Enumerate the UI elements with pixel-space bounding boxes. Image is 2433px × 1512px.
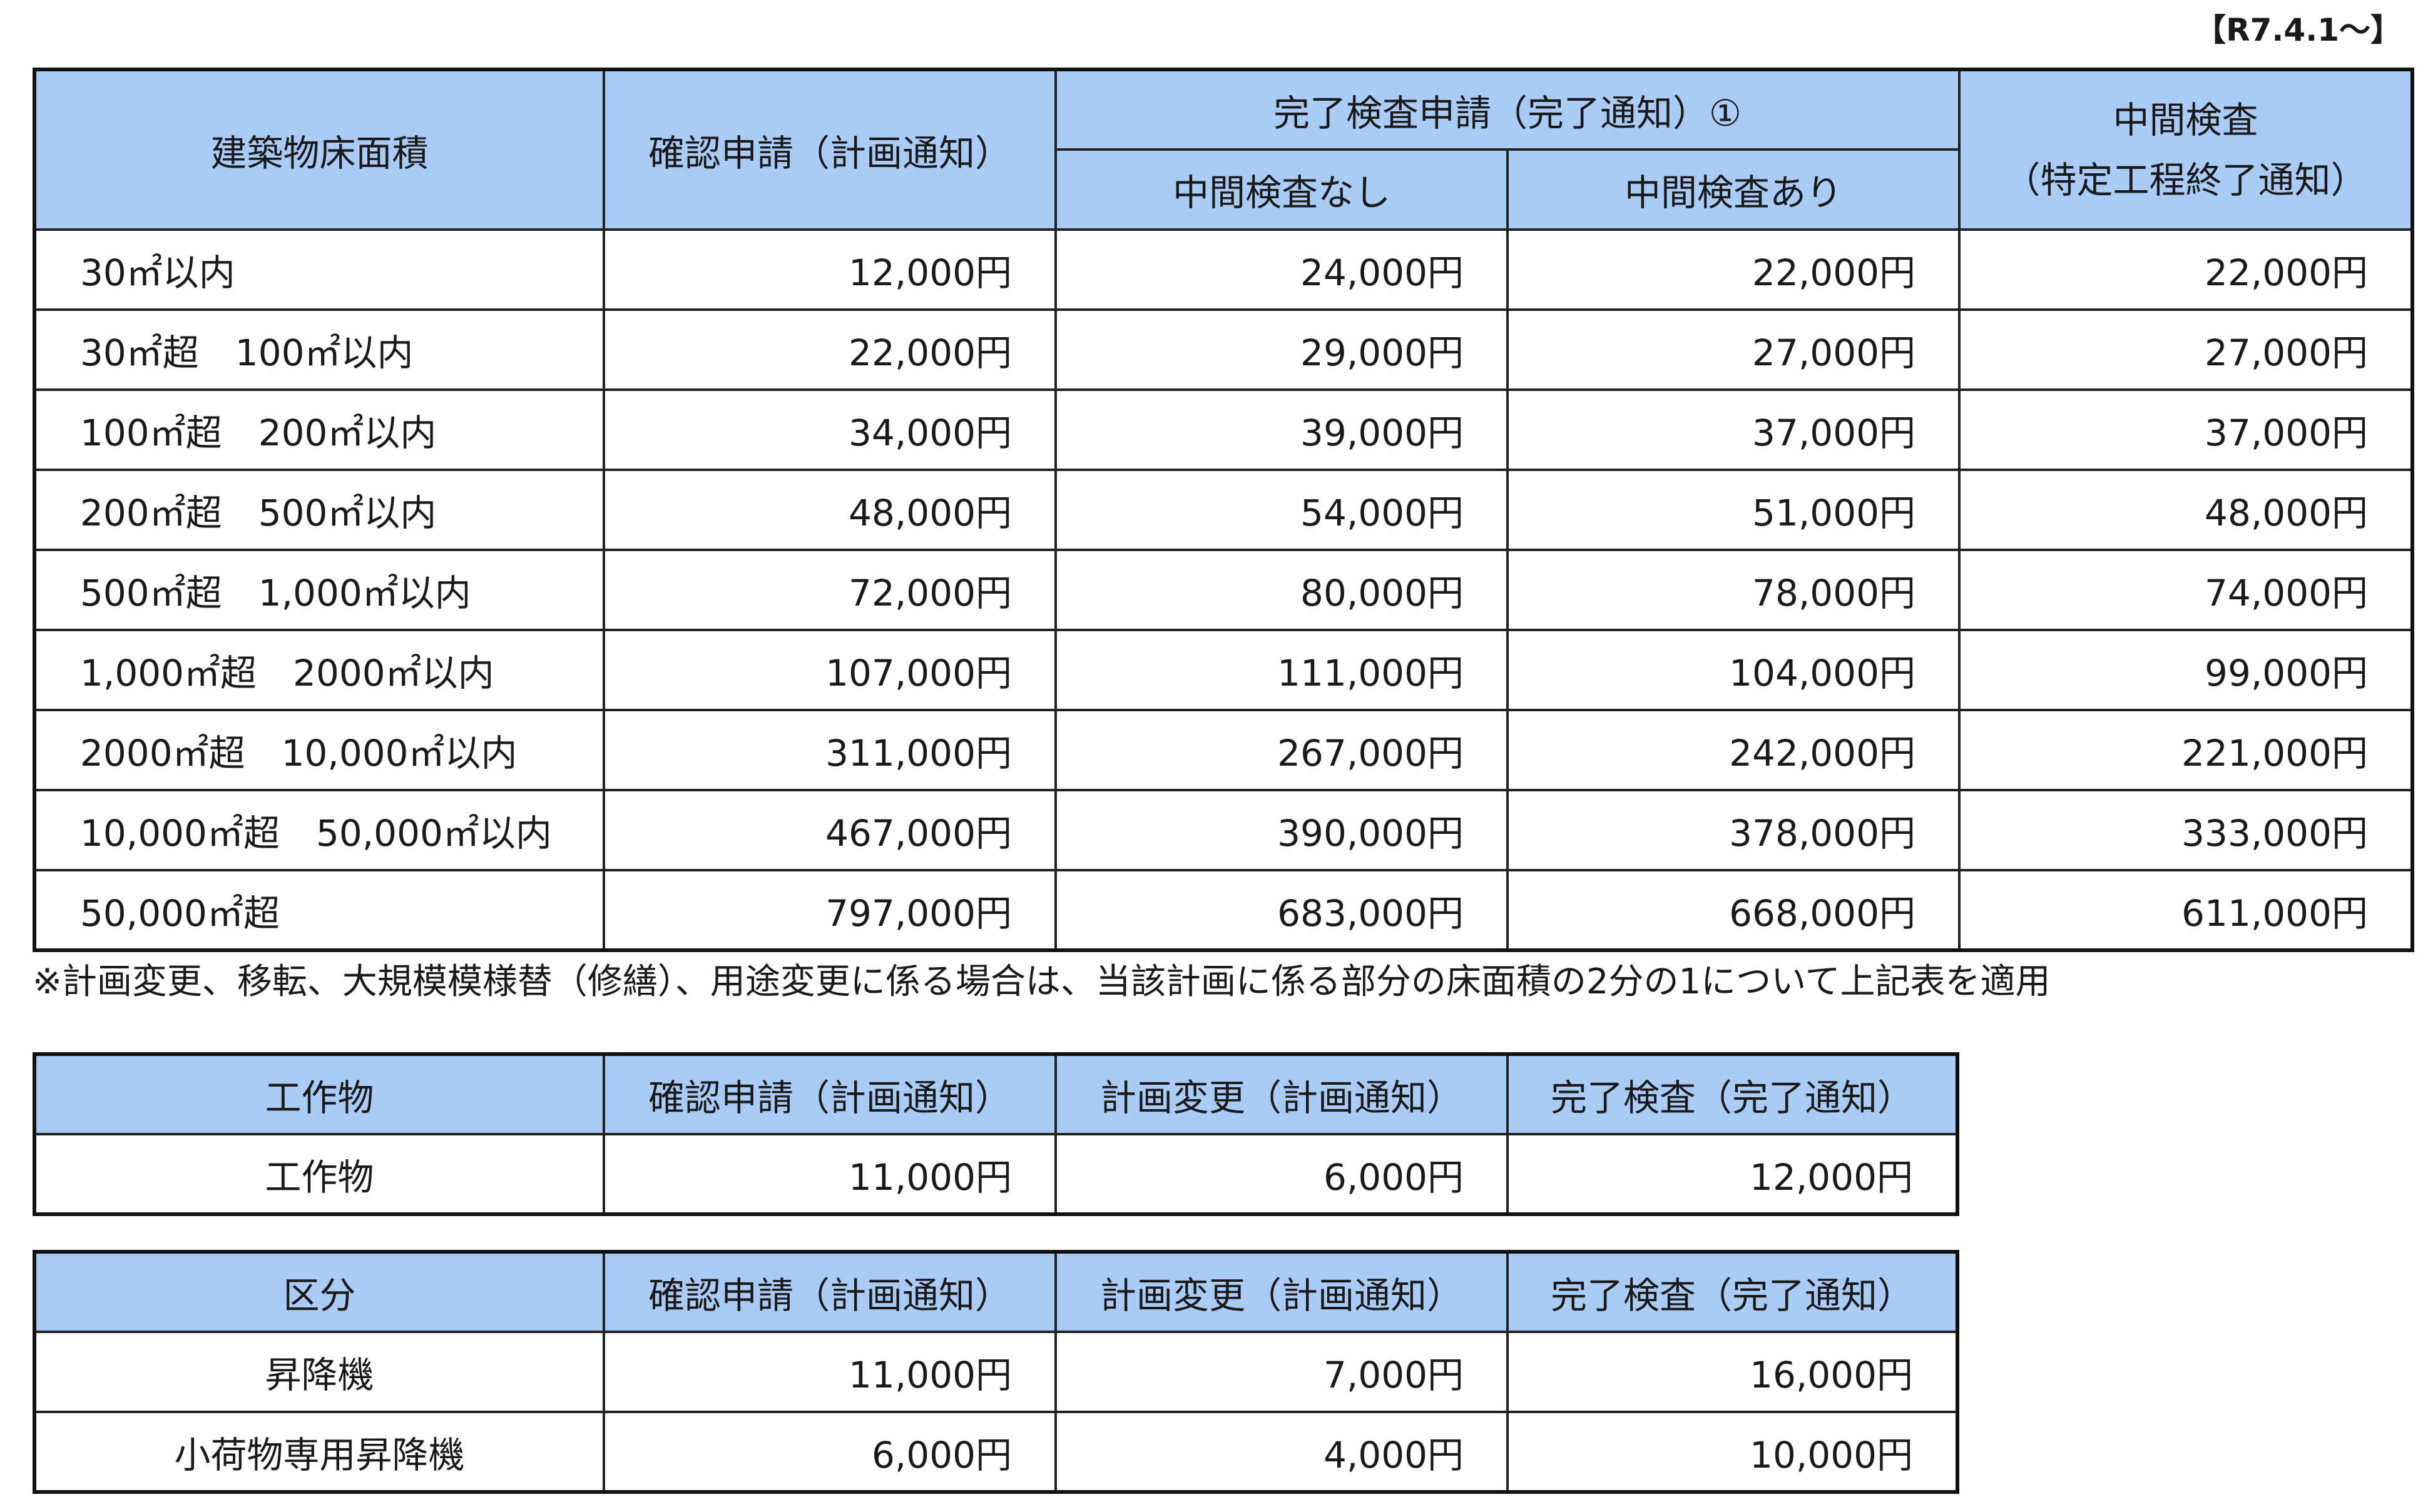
table-row: 100㎡超 200㎡以内 34,000円 39,000円 37,000円 37,000円 <box>33 388 2414 471</box>
table-row: 2000㎡超 10,000㎡以内 311,000円 267,000円 242,000円… <box>33 709 2414 791</box>
table-row: 50,000㎡超 797,000円 683,000円 668,000円 611,000円 <box>33 869 2414 951</box>
completion-no-interim-fee-cell: 80,000円 <box>1054 549 1509 631</box>
completion-no-interim-fee-cell: 39,000円 <box>1054 388 1509 471</box>
confirm-fee-cell: 107,000円 <box>603 629 1057 711</box>
confirm-fee-cell: 11,000円 <box>603 1133 1057 1215</box>
header-confirmation-application: 確認申請（計画通知） <box>603 68 1057 231</box>
completion-with-interim-fee-cell: 27,000円 <box>1506 308 1961 391</box>
confirm-fee-cell: 11,000円 <box>603 1331 1057 1413</box>
floor-area-cell: 30㎡以内 <box>33 228 605 311</box>
floor-area-cell: 100㎡超 200㎡以内 <box>33 388 605 471</box>
effective-date-label: 【R7.4.1～】 <box>2195 12 2402 48</box>
table-row: 1,000㎡超 2000㎡以内 107,000円 111,000円 104,000円 9… <box>33 629 2414 711</box>
works-header-row: 工作物 確認申請（計画通知） 計画変更（計画通知） 完了検査（完了通知） <box>33 1053 1959 1135</box>
floor-area-cell: 10,000㎡超 50,000㎡以内 <box>33 789 605 871</box>
elevator-header-completion: 完了検査（完了通知） <box>1506 1251 1959 1333</box>
floor-area-cell: 50,000㎡超 <box>33 869 605 951</box>
completion-with-interim-fee-cell: 668,000円 <box>1506 869 1961 951</box>
completion-fee-cell: 12,000円 <box>1506 1133 1959 1215</box>
confirm-fee-cell: 12,000円 <box>603 228 1057 311</box>
structures-fee-table: 工作物 確認申請（計画通知） 計画変更（計画通知） 完了検査（完了通知） 工作物… <box>33 1052 1959 1216</box>
header-row-1: 建築物床面積 確認申請（計画通知） 完了検査申請（完了通知）① 中間検査 （特定… <box>33 68 2414 231</box>
confirm-fee-cell: 311,000円 <box>603 709 1057 791</box>
interim-fee-cell: 611,000円 <box>1958 869 2414 951</box>
table-row: 30㎡以内 12,000円 24,000円 22,000円 22,000円 <box>33 228 2414 311</box>
completion-no-interim-fee-cell: 111,000円 <box>1054 629 1509 711</box>
confirm-fee-cell: 34,000円 <box>603 388 1057 471</box>
completion-with-interim-fee-cell: 378,000円 <box>1506 789 1961 871</box>
works-header-confirm: 確認申請（計画通知） <box>603 1053 1057 1135</box>
floor-area-cell: 2000㎡超 10,000㎡以内 <box>33 709 605 791</box>
floor-area-cell: 500㎡超 1,000㎡以内 <box>33 549 605 631</box>
footnote: ※計画変更、移転、大規模模様替（修繕）、用途変更に係る場合は、当該計画に係る部分… <box>33 961 2051 1002</box>
table-row: 200㎡超 500㎡以内 48,000円 54,000円 51,000円 48,000円 <box>33 469 2414 551</box>
change-fee-cell: 4,000円 <box>1054 1411 1509 1493</box>
completion-no-interim-fee-cell: 267,000円 <box>1054 709 1509 791</box>
completion-with-interim-fee-cell: 51,000円 <box>1506 469 1961 551</box>
interim-fee-cell: 99,000円 <box>1958 629 2414 711</box>
elevator-header-category: 区分 <box>33 1251 605 1333</box>
change-fee-cell: 6,000円 <box>1054 1133 1509 1215</box>
header-interim-line2: （特定工程終了通知） <box>2004 158 2367 201</box>
interim-fee-cell: 221,000円 <box>1958 709 2414 791</box>
header-completion-inspection: 完了検査申請（完了通知）① <box>1054 68 1961 151</box>
table-row: 昇降機 11,000円 7,000円 16,000円 <box>33 1331 1959 1413</box>
table-row: 10,000㎡超 50,000㎡以内 467,000円 390,000円 378,00… <box>33 789 2414 871</box>
completion-no-interim-fee-cell: 24,000円 <box>1054 228 1509 311</box>
confirm-fee-cell: 22,000円 <box>603 308 1057 391</box>
completion-no-interim-fee-cell: 390,000円 <box>1054 789 1509 871</box>
category-cell: 小荷物専用昇降機 <box>33 1411 605 1493</box>
category-cell: 工作物 <box>33 1133 605 1215</box>
floor-area-cell: 200㎡超 500㎡以内 <box>33 469 605 551</box>
floor-area-cell: 30㎡超 100㎡以内 <box>33 308 605 391</box>
interim-fee-cell: 37,000円 <box>1958 388 2414 471</box>
confirm-fee-cell: 467,000円 <box>603 789 1057 871</box>
confirm-fee-cell: 797,000円 <box>603 869 1057 951</box>
confirm-fee-cell: 72,000円 <box>603 549 1057 631</box>
elevator-header-row: 区分 確認申請（計画通知） 計画変更（計画通知） 完了検査（完了通知） <box>33 1251 1959 1333</box>
completion-with-interim-fee-cell: 22,000円 <box>1506 228 1961 311</box>
header-interim-line1: 中間検査 <box>2113 98 2258 141</box>
completion-no-interim-fee-cell: 683,000円 <box>1054 869 1509 951</box>
category-cell: 昇降機 <box>33 1331 605 1413</box>
elevator-header-confirm: 確認申請（計画通知） <box>603 1251 1057 1333</box>
header-without-interim: 中間検査なし <box>1054 148 1509 231</box>
elevator-header-change: 計画変更（計画通知） <box>1054 1251 1509 1333</box>
completion-with-interim-fee-cell: 104,000円 <box>1506 629 1961 711</box>
header-floor-area: 建築物床面積 <box>33 68 605 231</box>
building-fee-table: 建築物床面積 確認申請（計画通知） 完了検査申請（完了通知）① 中間検査 （特定… <box>33 68 2414 952</box>
table-row: 30㎡超 100㎡以内 22,000円 29,000円 27,000円 27,000円 <box>33 308 2414 391</box>
completion-with-interim-fee-cell: 242,000円 <box>1506 709 1961 791</box>
completion-fee-cell: 10,000円 <box>1506 1411 1959 1493</box>
completion-no-interim-fee-cell: 29,000円 <box>1054 308 1509 391</box>
works-header-category: 工作物 <box>33 1053 605 1135</box>
table-row: 工作物 11,000円 6,000円 12,000円 <box>33 1133 1959 1215</box>
works-header-completion: 完了検査（完了通知） <box>1506 1053 1959 1135</box>
table-row: 500㎡超 1,000㎡以内 72,000円 80,000円 78,000円 74,00… <box>33 549 2414 631</box>
completion-no-interim-fee-cell: 54,000円 <box>1054 469 1509 551</box>
confirm-fee-cell: 48,000円 <box>603 469 1057 551</box>
completion-with-interim-fee-cell: 37,000円 <box>1506 388 1961 471</box>
interim-fee-cell: 22,000円 <box>1958 228 2414 311</box>
interim-fee-cell: 333,000円 <box>1958 789 2414 871</box>
completion-with-interim-fee-cell: 78,000円 <box>1506 549 1961 631</box>
interim-fee-cell: 48,000円 <box>1958 469 2414 551</box>
header-with-interim: 中間検査あり <box>1506 148 1961 231</box>
confirm-fee-cell: 6,000円 <box>603 1411 1057 1493</box>
change-fee-cell: 7,000円 <box>1054 1331 1509 1413</box>
interim-fee-cell: 74,000円 <box>1958 549 2414 631</box>
table-row: 小荷物専用昇降機 6,000円 4,000円 10,000円 <box>33 1411 1959 1493</box>
works-header-change: 計画変更（計画通知） <box>1054 1053 1509 1135</box>
interim-fee-cell: 27,000円 <box>1958 308 2414 391</box>
floor-area-cell: 1,000㎡超 2000㎡以内 <box>33 629 605 711</box>
header-interim-inspection: 中間検査 （特定工程終了通知） <box>1958 68 2414 231</box>
completion-fee-cell: 16,000円 <box>1506 1331 1959 1413</box>
elevator-fee-table: 区分 確認申請（計画通知） 計画変更（計画通知） 完了検査（完了通知） 昇降機 1… <box>33 1250 1959 1494</box>
header-row-2: 中間検査なし 中間検査あり <box>34 148 2412 231</box>
